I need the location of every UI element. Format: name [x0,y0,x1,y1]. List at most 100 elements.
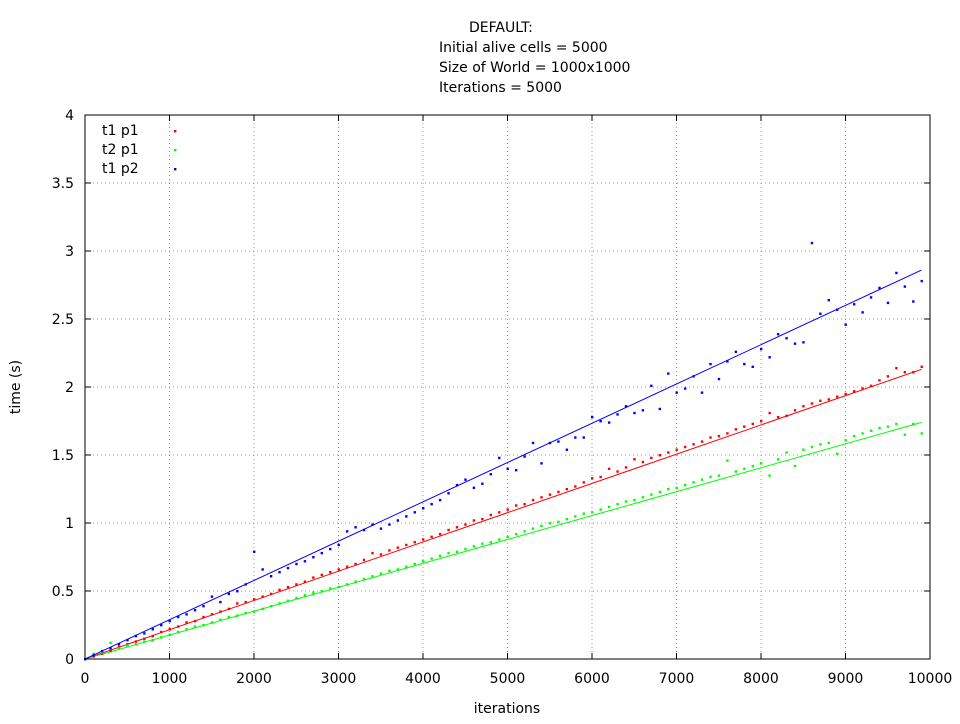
data-point [117,645,121,649]
data-point [176,625,180,628]
data-point [168,628,171,631]
data-point [574,485,577,488]
data-point [210,595,214,598]
data-point [920,432,923,435]
data-point [895,366,898,370]
data-point [557,440,560,443]
data-point [776,458,780,461]
data-point [244,600,247,604]
data-point [844,323,847,326]
data-point [472,486,476,490]
data-point [269,592,273,596]
data-point [413,541,416,544]
data-point [785,337,788,340]
data-point [776,332,780,336]
data-point [768,356,771,359]
data-point [219,600,222,604]
data-point [514,468,518,472]
data-point [658,454,661,457]
data-point [396,546,400,549]
data-point [802,341,805,344]
fit-lines [84,269,922,660]
data-point [92,655,95,658]
data-point [810,241,814,245]
data-point [540,524,543,528]
data-point [709,362,712,366]
data-point [489,473,492,476]
y-tick-label: 4 [65,108,74,124]
data-point [329,570,332,574]
data-point [185,621,188,624]
data-point [912,371,915,374]
data-point [531,441,535,445]
data-point [599,508,602,511]
data-point [886,301,890,305]
data-point [667,451,670,454]
data-point [700,478,704,481]
x-tick-label: 4000 [405,671,441,687]
data-point [760,462,763,465]
data-point [886,375,890,378]
data-point [269,604,273,608]
data-point [143,632,146,635]
x-tick-label: 8000 [743,671,779,687]
y-tick-label: 2.5 [52,312,74,328]
y-tick-label: 0.5 [52,584,74,600]
data-point [658,490,661,494]
data-point [481,517,484,521]
data-point [557,490,560,494]
x-tick-label: 3000 [321,671,357,687]
data-point [481,542,484,545]
data-point [379,572,383,575]
data-point [92,652,95,655]
data-point [337,543,340,547]
data-point [692,375,695,378]
data-point [227,607,231,611]
data-point [709,475,712,479]
data-point [100,649,104,653]
data-point [438,498,442,502]
data-point [489,541,492,544]
data-point [709,436,712,439]
data-point [582,481,585,484]
data-point [751,422,754,426]
data-point [498,456,501,460]
data-point [726,360,729,363]
data-point [236,590,239,593]
data-point [303,580,307,583]
y-tick-label: 0 [65,652,74,668]
data-point [810,445,814,449]
data-point [498,511,501,514]
data-point [312,591,315,594]
data-point [126,643,129,646]
data-point [514,532,518,536]
data-point [717,474,721,477]
data-point [422,560,425,563]
data-point [852,303,856,306]
grid [85,115,930,659]
data-point [650,493,653,496]
data-point [345,565,349,568]
data-point [819,399,822,402]
data-point [354,580,357,583]
x-tick-label: 0 [81,671,90,687]
data-point [641,460,645,464]
data-point [726,432,729,435]
data-point [802,448,805,451]
data-point [565,448,569,451]
data-point [903,285,907,288]
data-point [109,649,112,653]
data-point [430,502,433,506]
legend-label: t2 p1 [102,142,139,158]
data-point [793,464,797,468]
data-point [320,551,323,555]
title-line: Iterations = 5000 [439,80,562,96]
data-point [143,637,146,640]
data-point [633,458,636,461]
data-point [379,553,383,556]
data-point [253,598,256,601]
data-point [244,611,247,615]
legend-label: t1 p1 [102,123,139,139]
data-point [819,312,822,315]
